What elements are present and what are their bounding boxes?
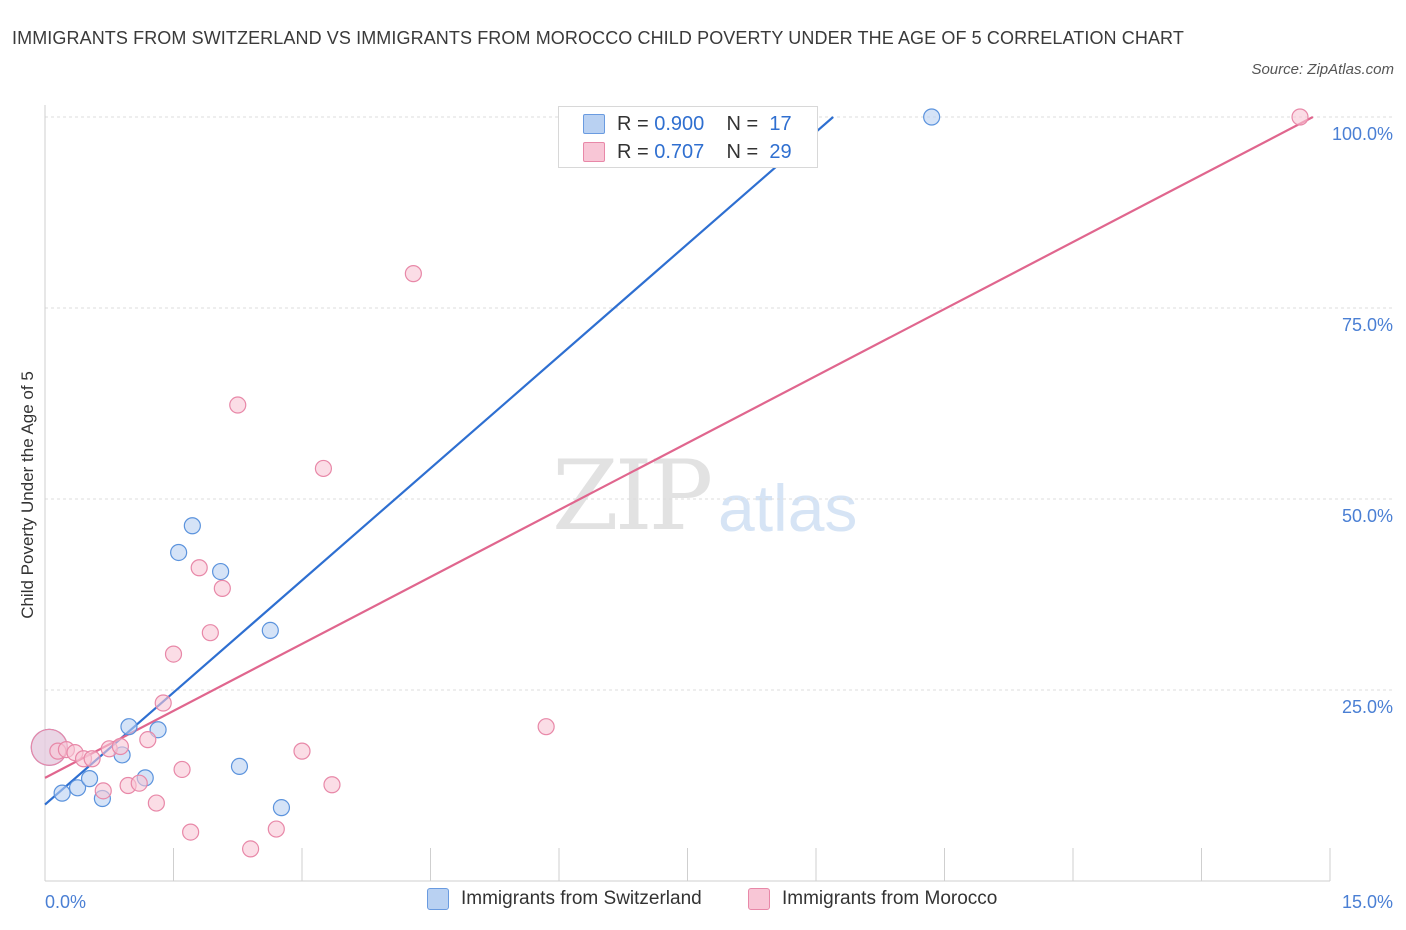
x-tick-label: 15.0%	[1342, 892, 1393, 912]
point-switzerland	[230, 757, 249, 776]
point-morocco	[314, 459, 333, 478]
legend-r-label: R =	[617, 140, 649, 163]
point-morocco	[83, 750, 101, 768]
trend-lines	[44, 116, 1314, 806]
legend-r-label: R =	[617, 112, 649, 135]
point-morocco	[201, 624, 219, 642]
point-morocco	[293, 742, 311, 760]
axes	[44, 105, 1331, 882]
point-switzerland	[53, 784, 71, 802]
point-morocco	[267, 820, 285, 838]
point-morocco	[182, 823, 200, 841]
correlation-legend: R = 0.900 N = 17 R = 0.707 N = 29	[558, 106, 818, 168]
point-morocco	[94, 782, 112, 800]
point-switzerland	[149, 721, 167, 739]
legend-n-label: N =	[726, 112, 759, 135]
legend-n-value: 17	[769, 112, 792, 135]
point-morocco	[173, 760, 191, 779]
y-tick-label: 75.0%	[1342, 315, 1393, 335]
point-morocco	[130, 774, 148, 792]
legend-swatch-switzerland	[427, 888, 449, 910]
legend-label-switzerland: Immigrants from Switzerland	[461, 888, 702, 909]
point-morocco	[139, 731, 157, 749]
trend-line-morocco	[44, 116, 1314, 779]
legend-row-morocco: R = 0.707 N = 29	[583, 139, 792, 165]
point-morocco	[147, 794, 165, 812]
point-switzerland	[170, 543, 188, 562]
point-switzerland	[120, 718, 138, 736]
legend-swatch-morocco	[748, 888, 770, 910]
point-switzerland	[212, 562, 230, 581]
legend-row-switzerland: R = 0.900 N = 17	[583, 111, 792, 137]
point-switzerland	[272, 799, 291, 817]
data-points	[30, 108, 1309, 858]
y-tick-label: 50.0%	[1342, 506, 1393, 526]
tick-labels: 25.0% 50.0% 75.0% 100.0% 0.0% 15.0%	[45, 124, 1393, 912]
point-morocco	[190, 559, 208, 577]
y-tick-label: 25.0%	[1342, 697, 1393, 717]
point-switzerland	[923, 108, 941, 126]
point-morocco	[242, 840, 260, 858]
chart-source: Source: ZipAtlas.com	[1251, 61, 1394, 78]
series-legend: Immigrants from Switzerland Immigrants f…	[0, 888, 1406, 916]
point-switzerland	[80, 770, 99, 788]
point-morocco	[164, 645, 183, 663]
legend-n-label: N =	[726, 140, 759, 163]
point-morocco	[154, 694, 172, 712]
legend-r-value: 0.707	[654, 140, 705, 163]
watermark-atlas: atlas	[718, 471, 858, 545]
point-morocco	[229, 396, 247, 414]
point-switzerland	[261, 621, 279, 640]
legend-item-morocco[interactable]: Immigrants from Morocco	[748, 888, 997, 910]
gridlines	[45, 116, 1392, 691]
legend-swatch-switzerland	[583, 114, 605, 134]
point-morocco	[1291, 108, 1309, 126]
point-switzerland	[183, 517, 201, 535]
y-tick-label: 100.0%	[1332, 124, 1393, 144]
point-morocco	[404, 265, 422, 283]
legend-item-switzerland[interactable]: Immigrants from Switzerland	[427, 888, 702, 910]
point-morocco	[323, 776, 341, 794]
trend-line-switzerland	[44, 116, 834, 806]
point-switzerland	[68, 779, 87, 797]
point-morocco	[537, 718, 555, 736]
legend-swatch-morocco	[583, 142, 605, 162]
legend-r-value: 0.900	[654, 112, 705, 135]
point-morocco	[213, 579, 231, 597]
point-morocco	[111, 737, 129, 756]
legend-n-value: 29	[769, 140, 792, 163]
chart-title: IMMIGRANTS FROM SWITZERLAND VS IMMIGRANT…	[12, 28, 1184, 48]
x-tick-label: 0.0%	[45, 892, 86, 912]
watermark-zip: ZIP	[552, 440, 713, 552]
legend-label-morocco: Immigrants from Morocco	[782, 888, 998, 909]
